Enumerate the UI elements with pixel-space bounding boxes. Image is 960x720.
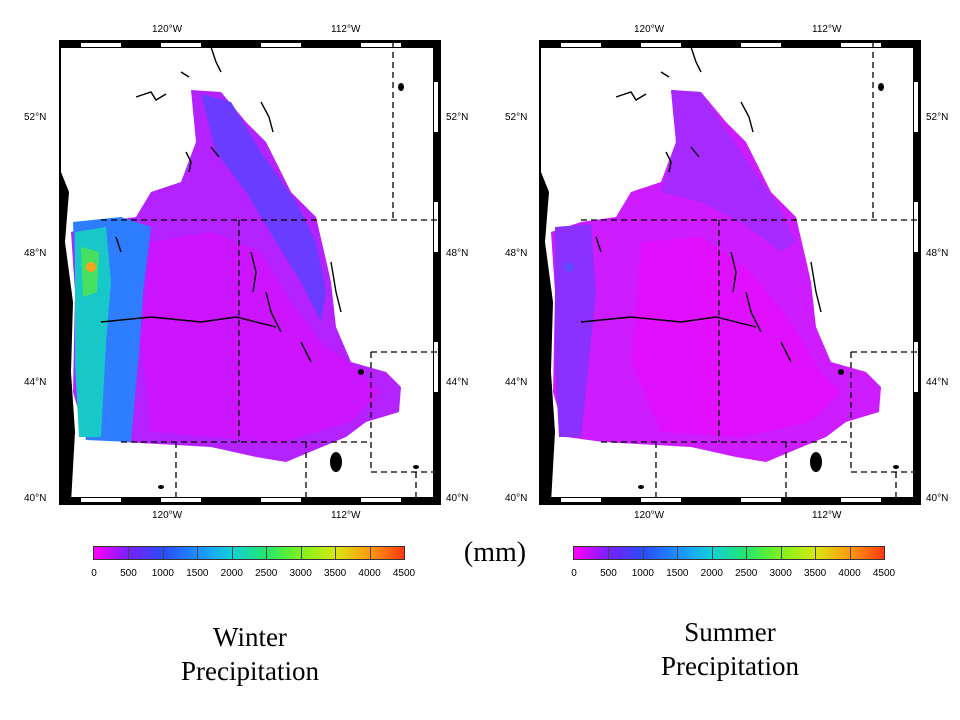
colorbar-tick-label: 0 (571, 568, 577, 579)
lat-label-right: 44°N (926, 377, 949, 388)
colorbar-separator (231, 547, 233, 559)
colorbar-tick-label: 3500 (803, 568, 827, 579)
rivers-and-lakes (100, 46, 342, 363)
colorbar-separator (815, 547, 817, 559)
lat-label-right: 48°N (446, 248, 469, 259)
lon-label-top: 120°W (634, 24, 665, 35)
summer-title-line1: Summer (684, 617, 776, 647)
colorbar-tick-label: 0 (91, 568, 97, 579)
colorbar-separator (677, 547, 679, 559)
summer-coast-band (555, 224, 596, 437)
lat-label-left: 44°N (505, 377, 528, 388)
lat-label-left: 40°N (505, 493, 528, 504)
colorbar-tick-label: 500 (600, 568, 617, 579)
summer-precipitation-map (539, 40, 921, 505)
lat-label-left: 48°N (24, 248, 47, 259)
lat-label-right: 52°N (926, 112, 949, 123)
lat-label-right: 40°N (446, 493, 469, 504)
lakes (158, 83, 419, 489)
colorbar-tick-label: 1500 (186, 568, 209, 579)
lat-label-right: 52°N (446, 112, 469, 123)
colorbar-tick-label: 2000 (220, 568, 243, 579)
colorbar-separator (369, 547, 371, 559)
colorbar-separator (849, 547, 851, 559)
colorbar-tick-label: 2500 (735, 568, 758, 579)
summer-title: Summer Precipitation (620, 615, 840, 683)
colorbar-separator (128, 547, 130, 559)
winter-title-line1: Winter (213, 622, 287, 652)
lon-label-top: 112°W (331, 24, 361, 35)
unit-label: (mm) (463, 537, 527, 568)
colorbar-separator (608, 547, 610, 559)
lat-label-right: 44°N (446, 377, 469, 388)
colorbar-tick-label: 3000 (289, 568, 312, 579)
summer-map-canvas (541, 42, 919, 503)
colorbar-tick-label: 3500 (323, 568, 347, 579)
colorbar-separator (780, 547, 782, 559)
lat-label-left: 48°N (505, 248, 528, 259)
colorbar-tick-label: 500 (120, 568, 137, 579)
winter-colorbar (93, 546, 405, 560)
lat-label-right: 48°N (926, 248, 949, 259)
summer-northern-band (661, 90, 796, 252)
political-boundaries (581, 42, 919, 503)
winter-coast-peak (81, 247, 99, 297)
colorbar-tick-label: 4000 (358, 568, 381, 579)
political-boundaries (101, 42, 439, 503)
lon-label-bottom: 112°W (812, 510, 842, 521)
summer-interior-low (631, 237, 841, 437)
colorbar-separator (300, 547, 302, 559)
summer-colorbar (573, 546, 885, 560)
colorbar-tick-label: 1000 (151, 568, 174, 579)
colorbar-separator (197, 547, 199, 559)
colorbar-tick-label: 4500 (392, 568, 416, 579)
lat-label-left: 44°N (24, 377, 47, 388)
colorbar-separator (335, 547, 337, 559)
lon-label-bottom: 120°W (634, 510, 665, 521)
colorbar-tick-label: 3000 (769, 568, 792, 579)
lon-label-top: 112°W (812, 24, 842, 35)
rivers-and-lakes (580, 46, 822, 363)
colorbar-separator (746, 547, 748, 559)
winter-title: Winter Precipitation (140, 620, 360, 688)
summer-olympic-peak (564, 262, 574, 272)
frame-ticks (541, 42, 919, 503)
colorbar-tick-label: 4500 (872, 568, 896, 579)
lon-label-bottom: 112°W (331, 510, 361, 521)
colorbar-tick-label: 4000 (838, 568, 861, 579)
colorbar-separator (711, 547, 713, 559)
pacific-coast (61, 172, 75, 503)
colorbar-separator (266, 547, 268, 559)
lon-label-top: 120°W (152, 24, 183, 35)
winter-map-canvas (61, 42, 439, 503)
lakes (638, 83, 899, 489)
colorbar-tick-label: 1000 (631, 568, 654, 579)
colorbar-tick-label: 1500 (666, 568, 689, 579)
lat-label-left: 52°N (505, 112, 528, 123)
lat-label-left: 40°N (24, 493, 47, 504)
winter-interior-low (141, 232, 381, 442)
colorbar-tick-label: 2000 (700, 568, 723, 579)
lon-label-bottom: 120°W (152, 510, 183, 521)
colorbar-separator (162, 547, 164, 559)
pacific-coast (541, 172, 555, 503)
lat-label-right: 40°N (926, 493, 949, 504)
frame-ticks (61, 42, 439, 503)
winter-precipitation-map (59, 40, 441, 505)
winter-rockies-band (201, 94, 326, 322)
colorbar-tick-label: 2500 (255, 568, 278, 579)
summer-title-line2: Precipitation (661, 651, 799, 681)
winter-olympic-peak (86, 262, 96, 272)
lat-label-left: 52°N (24, 112, 47, 123)
colorbar-separator (642, 547, 644, 559)
winter-title-line2: Precipitation (181, 656, 319, 686)
